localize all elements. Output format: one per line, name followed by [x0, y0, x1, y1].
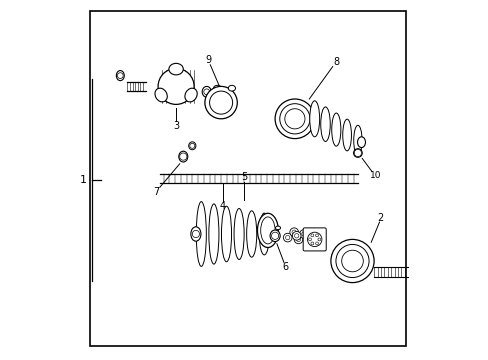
Circle shape	[354, 149, 361, 157]
Text: 7: 7	[153, 187, 159, 197]
Ellipse shape	[184, 88, 197, 102]
Ellipse shape	[353, 125, 361, 156]
Ellipse shape	[269, 230, 280, 242]
Bar	[89, 11, 406, 346]
Circle shape	[294, 235, 302, 244]
Circle shape	[189, 143, 194, 148]
Circle shape	[117, 73, 123, 78]
Circle shape	[310, 234, 313, 237]
Circle shape	[294, 234, 298, 238]
Ellipse shape	[331, 113, 340, 146]
Ellipse shape	[155, 88, 167, 102]
Text: 9: 9	[205, 55, 211, 65]
Ellipse shape	[208, 204, 219, 264]
Circle shape	[284, 109, 305, 129]
Circle shape	[301, 232, 305, 236]
Text: 8: 8	[332, 57, 339, 67]
Ellipse shape	[188, 142, 196, 150]
Ellipse shape	[179, 151, 187, 162]
Ellipse shape	[202, 86, 211, 97]
Circle shape	[203, 89, 209, 95]
Circle shape	[204, 86, 237, 119]
Circle shape	[283, 233, 291, 242]
Circle shape	[315, 234, 318, 237]
Ellipse shape	[342, 119, 351, 151]
Ellipse shape	[320, 107, 329, 141]
FancyBboxPatch shape	[303, 228, 325, 251]
Circle shape	[179, 153, 186, 160]
Ellipse shape	[275, 226, 280, 230]
Text: 4: 4	[220, 201, 225, 211]
Circle shape	[308, 238, 311, 241]
Circle shape	[310, 242, 313, 245]
Text: 5: 5	[241, 172, 247, 182]
Text: 3: 3	[173, 121, 179, 131]
Circle shape	[271, 232, 278, 239]
Circle shape	[307, 232, 321, 247]
Circle shape	[279, 104, 309, 134]
Ellipse shape	[228, 85, 235, 91]
Circle shape	[291, 230, 296, 234]
Ellipse shape	[260, 217, 275, 244]
Circle shape	[292, 231, 301, 240]
Circle shape	[289, 228, 298, 237]
Circle shape	[192, 230, 199, 238]
Ellipse shape	[221, 206, 231, 262]
Circle shape	[341, 250, 363, 272]
Ellipse shape	[168, 63, 183, 75]
Ellipse shape	[259, 213, 269, 255]
Ellipse shape	[158, 68, 194, 104]
Circle shape	[335, 244, 368, 278]
Text: 1: 1	[80, 175, 86, 185]
Ellipse shape	[213, 85, 221, 91]
Circle shape	[275, 99, 314, 139]
Ellipse shape	[246, 211, 256, 257]
Circle shape	[209, 91, 232, 114]
Circle shape	[296, 237, 300, 242]
Circle shape	[299, 230, 307, 238]
Text: 2: 2	[377, 213, 383, 223]
Ellipse shape	[116, 71, 124, 81]
Ellipse shape	[257, 213, 278, 248]
Ellipse shape	[353, 149, 362, 157]
Circle shape	[315, 242, 318, 245]
Circle shape	[330, 239, 373, 283]
Ellipse shape	[309, 101, 319, 137]
Ellipse shape	[190, 227, 201, 241]
Ellipse shape	[196, 202, 206, 266]
Circle shape	[317, 238, 320, 241]
Ellipse shape	[234, 208, 244, 260]
Text: 6: 6	[282, 262, 288, 273]
Ellipse shape	[357, 137, 365, 148]
Circle shape	[285, 235, 289, 240]
Text: 10: 10	[369, 171, 381, 180]
